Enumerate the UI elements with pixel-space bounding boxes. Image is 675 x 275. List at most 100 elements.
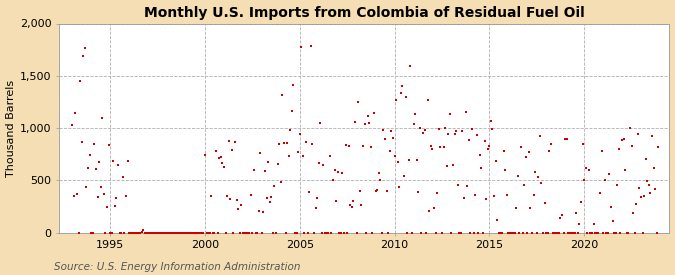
Point [296, 44, 306, 49]
Point [97, 116, 108, 120]
Point [70, 110, 81, 115]
Point [523, 150, 534, 154]
Point [140, 230, 151, 235]
Point [244, 230, 254, 235]
Point [615, 230, 626, 235]
Point [418, 131, 429, 136]
Point [299, 230, 310, 235]
Point [100, 230, 111, 235]
Point [340, 143, 351, 147]
Point [256, 230, 267, 235]
Point [535, 134, 545, 139]
Point [219, 165, 230, 169]
Point [271, 230, 281, 235]
Point [460, 110, 471, 114]
Point [238, 230, 248, 235]
Point [489, 194, 500, 199]
Point [265, 200, 275, 204]
Point [304, 189, 315, 194]
Point [498, 149, 509, 153]
Point [647, 133, 657, 138]
Point [433, 126, 444, 131]
Point [470, 192, 481, 197]
Point [458, 196, 469, 200]
Point [171, 230, 182, 235]
Point [291, 230, 302, 235]
Point [82, 166, 93, 170]
Point [517, 230, 528, 235]
Point [386, 129, 397, 133]
Point [325, 154, 335, 158]
Point [294, 132, 305, 137]
Point [525, 206, 536, 210]
Point [620, 168, 630, 172]
Point [103, 142, 114, 147]
Point [75, 78, 86, 83]
Point [587, 230, 597, 235]
Point [572, 230, 583, 235]
Point [610, 230, 621, 235]
Point [394, 185, 405, 190]
Point [293, 150, 304, 154]
Point [354, 189, 365, 193]
Point [372, 188, 383, 192]
Point [132, 230, 142, 235]
Point [564, 230, 575, 235]
Point [323, 230, 333, 235]
Point [258, 210, 269, 214]
Point [427, 147, 438, 151]
Point [520, 155, 531, 159]
Point [326, 230, 337, 235]
Point [151, 230, 161, 235]
Point [568, 230, 578, 235]
Point [599, 178, 610, 183]
Point [443, 132, 454, 136]
Point [359, 122, 370, 126]
Point [202, 230, 213, 235]
Point [406, 230, 417, 235]
Point [152, 230, 163, 235]
Point [99, 192, 109, 196]
Point [76, 140, 87, 144]
Point [476, 166, 487, 170]
Point [337, 171, 348, 175]
Point [105, 230, 115, 235]
Point [597, 230, 608, 235]
Point [107, 230, 117, 235]
Point [596, 149, 607, 153]
Point [144, 230, 155, 235]
Point [360, 230, 371, 235]
Point [334, 230, 345, 235]
Point [425, 144, 436, 148]
Point [628, 211, 639, 215]
Point [623, 230, 634, 235]
Point [223, 139, 234, 143]
Point [300, 140, 311, 144]
Point [612, 183, 623, 187]
Point [126, 230, 136, 235]
Point [80, 46, 90, 51]
Point [117, 175, 128, 179]
Point [313, 161, 324, 165]
Point [441, 164, 452, 169]
Point [605, 205, 616, 209]
Point [178, 230, 188, 235]
Point [373, 171, 384, 175]
Point [187, 230, 198, 235]
Point [318, 163, 329, 167]
Point [225, 197, 236, 201]
Point [121, 194, 132, 199]
Point [350, 120, 360, 124]
Point [478, 230, 489, 235]
Point [138, 228, 148, 232]
Point [484, 144, 495, 148]
Point [87, 230, 98, 235]
Point [487, 126, 498, 131]
Point [351, 230, 362, 235]
Point [602, 230, 613, 235]
Point [281, 141, 292, 146]
Point [114, 230, 125, 235]
Point [375, 178, 385, 182]
Point [588, 222, 599, 226]
Point [234, 230, 245, 235]
